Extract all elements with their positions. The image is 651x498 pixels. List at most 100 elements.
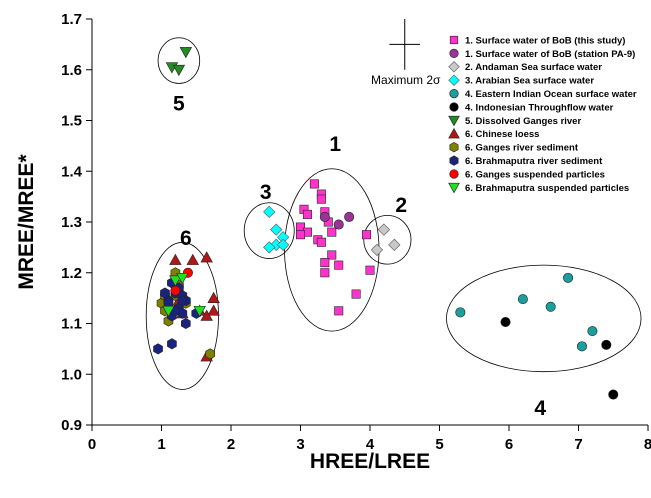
legend-entry: 4. Eastern Indian Ocean surface water: [465, 89, 637, 100]
data-point: [601, 339, 612, 350]
x-tick-label: 6: [505, 436, 513, 453]
x-axis-title: HREE/LREE: [310, 450, 430, 473]
legend-entry: 5. Dissolved Ganges river: [465, 116, 581, 127]
group-ellipse: [145, 241, 219, 390]
data-point: [370, 243, 384, 257]
data-point: [270, 223, 283, 236]
y-tick-label: 1.1: [61, 316, 82, 333]
group-label: 4: [534, 397, 546, 420]
group-ellipse: [446, 264, 642, 373]
data-point: [176, 272, 189, 285]
legend-entry: 1. Surface water of BoB (station PA-9): [465, 49, 635, 60]
legend-marker: [449, 102, 459, 112]
legend-entry: 6. Brahmaputra river sediment: [465, 156, 603, 167]
legend-entry: 6. Ganges river sediment: [465, 143, 579, 154]
legend-marker: [449, 35, 459, 45]
data-point: [193, 305, 206, 318]
x-tick-label: 4: [366, 436, 375, 453]
series-0: [295, 179, 375, 316]
y-tick-label: 0.9: [61, 417, 82, 434]
data-point: [517, 294, 528, 305]
data-point: [319, 211, 330, 222]
x-tick-label: 1: [157, 436, 165, 453]
y-tick-label: 1.7: [61, 11, 82, 28]
series-1: [319, 211, 355, 230]
data-point: [302, 209, 312, 219]
legend-marker: [448, 182, 460, 194]
data-point: [200, 309, 213, 321]
data-point: [333, 219, 344, 230]
y-tick-label: 1.2: [61, 265, 82, 282]
data-point: [327, 250, 337, 260]
data-point: [177, 295, 188, 307]
x-tick-label: 0: [88, 436, 96, 453]
error-bar: Maximum 2σ: [371, 19, 441, 87]
legend-marker: [448, 127, 460, 139]
y-axis-title: MREE/MREE*: [15, 154, 38, 290]
data-point: [200, 251, 213, 263]
data-point: [327, 227, 337, 237]
y-tick-label: 1.6: [61, 62, 82, 79]
error-bar-label: Maximum 2σ: [371, 73, 441, 87]
data-point: [365, 265, 375, 275]
data-point: [344, 211, 355, 222]
legend-marker: [448, 61, 460, 73]
data-point: [377, 223, 391, 236]
group-label: 5: [173, 92, 185, 115]
data-point: [169, 275, 182, 287]
data-point: [179, 47, 193, 59]
x-tick-label: 7: [574, 436, 582, 453]
group-label: 1: [329, 133, 341, 156]
legend-entry: 2. Andaman Sea surface water: [465, 62, 602, 73]
group-label: 6: [180, 227, 192, 250]
data-point: [186, 253, 199, 265]
legend-entry: 1. Surface water of BoB (this study): [465, 35, 625, 46]
data-point: [362, 230, 372, 240]
data-point: [334, 306, 344, 316]
legend-marker: [449, 155, 459, 166]
legend-entry: 4. Indonesian Throughflow water: [465, 102, 614, 113]
data-point: [587, 326, 598, 337]
group-ellipse: [363, 215, 412, 265]
legend-marker: [449, 48, 459, 59]
data-point: [167, 338, 177, 350]
series-6: [165, 47, 193, 77]
group-ellipse: [284, 168, 380, 332]
x-tick-label: 5: [435, 436, 443, 453]
legend-marker: [449, 142, 459, 153]
data-point: [388, 238, 401, 251]
x-tick-label: 3: [296, 436, 304, 453]
data-point: [160, 287, 170, 299]
data-point: [608, 389, 619, 400]
legend: 1. Surface water of BoB (this study) 1. S…: [448, 35, 637, 194]
group-label: 2: [395, 194, 407, 217]
data-point: [263, 205, 276, 218]
data-point: [320, 268, 330, 278]
legend-entry: 6. Ganges suspended particles: [465, 169, 605, 180]
group-ellipse: [243, 202, 295, 259]
data-point: [153, 343, 163, 355]
y-tick-label: 1.0: [61, 366, 82, 383]
data-points: [153, 47, 619, 400]
data-point: [172, 64, 186, 77]
data-point: [500, 316, 511, 327]
data-point: [545, 301, 556, 312]
group-ellipse: [157, 37, 201, 84]
series-11: [162, 272, 206, 318]
y-tick-label: 1.3: [61, 214, 82, 231]
group-label: 3: [260, 181, 272, 204]
data-point: [207, 304, 220, 316]
legend-entry: 6. Brahmaputra suspended particles: [465, 183, 629, 194]
data-point: [576, 341, 587, 352]
data-point: [170, 285, 181, 296]
y-tick-label: 1.4: [61, 163, 83, 180]
data-point: [455, 307, 466, 318]
data-point: [207, 291, 220, 303]
data-point: [277, 238, 290, 251]
series-4: [455, 272, 598, 352]
series-3: [263, 205, 290, 254]
data-point: [205, 348, 215, 360]
legend-marker: [448, 74, 460, 86]
